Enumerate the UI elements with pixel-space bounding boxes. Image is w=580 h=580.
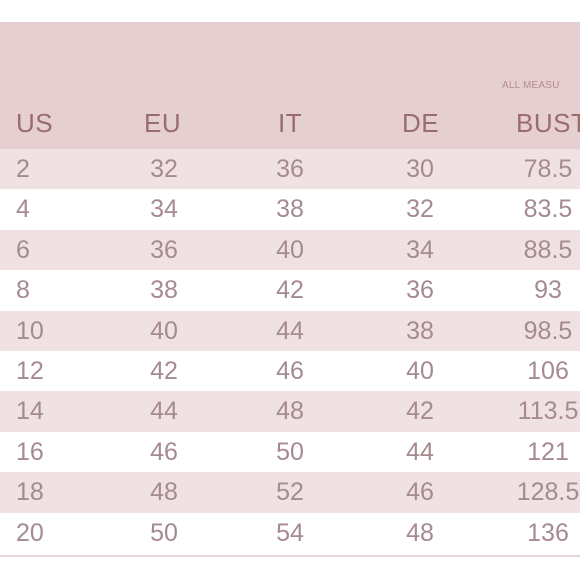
- us-size-cell: 10: [16, 316, 44, 345]
- table-row: 8 38 42 36 93: [0, 270, 580, 311]
- it-size-cell: 46: [276, 356, 304, 385]
- column-header-de: DE: [402, 108, 440, 138]
- bust-cell: 128.5: [516, 478, 580, 507]
- de-size-cell: 34: [406, 235, 434, 264]
- it-size-cell: 40: [276, 235, 304, 264]
- de-size-cell: 32: [406, 195, 434, 224]
- top-margin: [0, 0, 580, 22]
- us-size-cell: 8: [16, 276, 30, 305]
- column-header-bust: BUST: [516, 108, 580, 138]
- measurement-note: ALL MEASU: [502, 80, 560, 91]
- de-size-cell: 30: [406, 155, 434, 183]
- bust-cell: 106: [527, 356, 569, 385]
- de-size-cell: 40: [406, 356, 434, 385]
- bust-cell: 98.5: [523, 316, 573, 345]
- bust-cell: 136: [527, 518, 569, 547]
- table-row: 20 50 54 48 136: [0, 512, 580, 553]
- table-row: 2 32 36 30 78.5: [0, 149, 580, 190]
- eu-size-cell: 40: [150, 316, 178, 345]
- eu-size-cell: 42: [150, 356, 178, 385]
- us-size-cell: 6: [16, 235, 30, 264]
- table-header-band: [0, 22, 580, 149]
- table-row: 12 42 46 40 106: [0, 350, 580, 392]
- table-body: 2 32 36 30 78.5 4 34 38 32 83.5 6 36 40 …: [0, 149, 580, 553]
- eu-size-cell: 46: [150, 437, 178, 466]
- eu-size-cell: 32: [150, 155, 178, 183]
- it-size-cell: 38: [276, 195, 304, 224]
- bust-cell: 83.5: [523, 195, 573, 224]
- de-size-cell: 36: [406, 276, 434, 305]
- bust-cell: 93: [534, 276, 562, 305]
- bust-cell: 88.5: [523, 235, 573, 264]
- eu-size-cell: 36: [150, 235, 178, 264]
- eu-size-cell: 34: [150, 195, 178, 224]
- us-size-cell: 2: [16, 155, 30, 183]
- column-header-eu: EU: [144, 108, 182, 138]
- us-size-cell: 4: [16, 195, 30, 224]
- eu-size-cell: 38: [150, 276, 178, 305]
- eu-size-cell: 48: [150, 478, 178, 507]
- table-bottom-border: [0, 555, 580, 557]
- table-row: 14 44 48 42 113.5: [0, 391, 580, 432]
- bust-cell: 121: [527, 437, 569, 466]
- table-row: 18 48 52 46 128.5: [0, 472, 580, 513]
- us-size-cell: 12: [16, 356, 44, 385]
- bust-cell: 113.5: [517, 397, 579, 426]
- column-header-us: US: [16, 108, 54, 138]
- us-size-cell: 20: [16, 518, 44, 547]
- table-row: 10 40 44 38 98.5: [0, 310, 580, 351]
- it-size-cell: 48: [276, 397, 304, 426]
- de-size-cell: 44: [406, 437, 434, 466]
- eu-size-cell: 50: [150, 518, 178, 547]
- de-size-cell: 46: [406, 478, 434, 507]
- us-size-cell: 16: [16, 437, 44, 466]
- eu-size-cell: 44: [150, 397, 178, 426]
- de-size-cell: 48: [406, 518, 434, 547]
- column-header-it: IT: [278, 108, 303, 138]
- it-size-cell: 36: [276, 155, 304, 183]
- us-size-cell: 14: [16, 397, 44, 426]
- table-row: 6 36 40 34 88.5: [0, 229, 580, 271]
- table-row: 4 34 38 32 83.5: [0, 189, 580, 230]
- bust-cell: 78.5: [523, 155, 573, 183]
- it-size-cell: 54: [276, 518, 304, 547]
- it-size-cell: 52: [276, 478, 304, 507]
- it-size-cell: 42: [276, 276, 304, 305]
- de-size-cell: 42: [406, 397, 434, 426]
- it-size-cell: 44: [276, 316, 304, 345]
- table-row: 16 46 50 44 121: [0, 431, 580, 473]
- us-size-cell: 18: [16, 478, 44, 507]
- de-size-cell: 38: [406, 316, 434, 345]
- it-size-cell: 50: [276, 437, 304, 466]
